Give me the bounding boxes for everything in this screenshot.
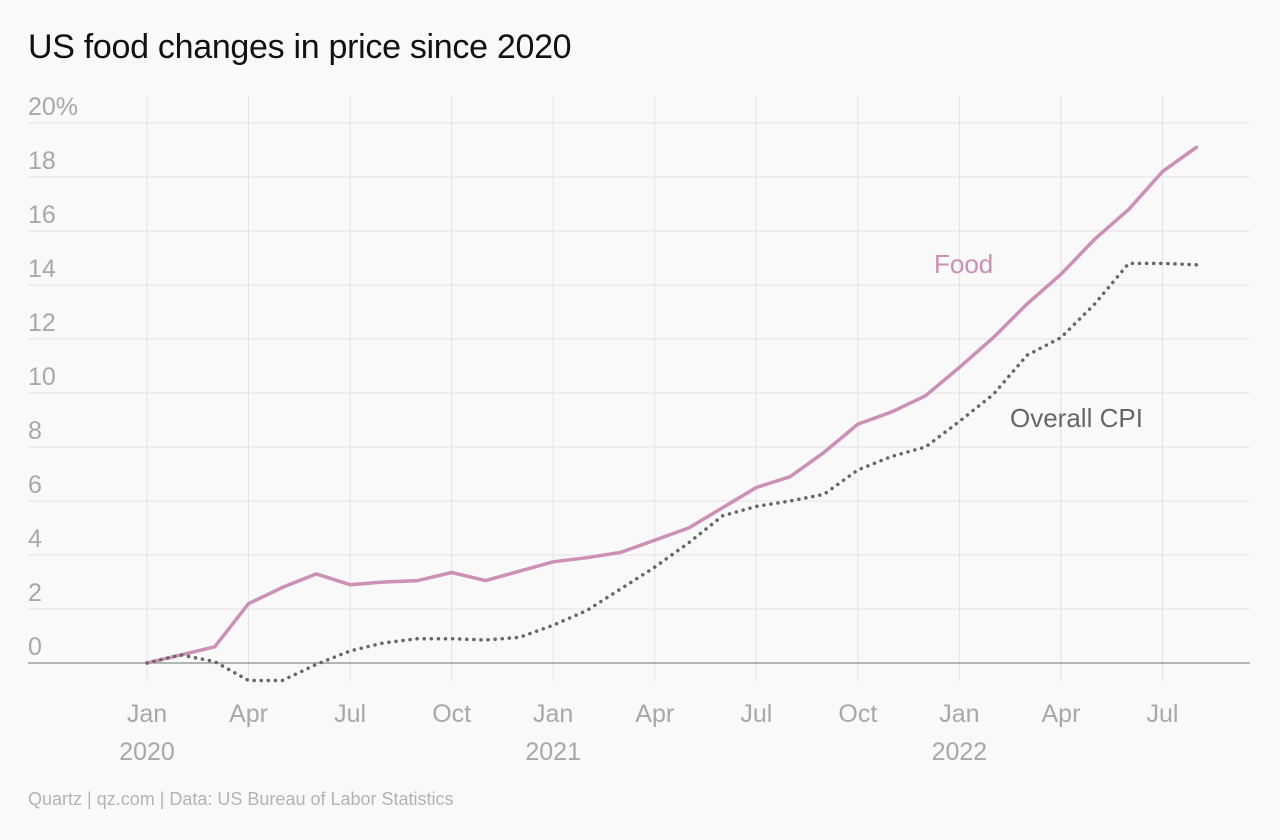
y-tick-label: 4 xyxy=(28,525,42,553)
y-tick-label: 16 xyxy=(28,201,56,229)
x-tick-label: Jan xyxy=(533,700,573,728)
y-tick-label: 6 xyxy=(28,471,42,499)
y-tick-label: 10 xyxy=(28,363,56,391)
x-tick-label: Jul xyxy=(1147,700,1179,728)
x-tick-label: Apr xyxy=(1041,700,1080,728)
y-tick-label: 12 xyxy=(28,309,56,337)
gridlines xyxy=(28,96,1250,681)
y-tick-label: 14 xyxy=(28,255,56,283)
x-tick-label: Jan xyxy=(939,700,979,728)
x-tick-year-label: 2021 xyxy=(525,738,581,766)
y-axis-ticks: 20% 18 16 14 12 10 8 6 4 2 0 xyxy=(28,93,78,661)
x-tick-label: Jul xyxy=(740,700,772,728)
chart-title: US food changes in price since 2020 xyxy=(28,28,572,66)
x-tick-label: Apr xyxy=(229,700,268,728)
series-label-overall-cpi: Overall CPI xyxy=(1010,403,1143,433)
y-tick-label: 8 xyxy=(28,417,42,445)
series-line-overall-cpi xyxy=(145,261,1199,683)
y-tick-label: 18 xyxy=(28,147,56,175)
x-axis-ticks: Jan 2020 Apr Jul Oct Jan 2021 Apr Jul Oct Jan 2022 A… xyxy=(119,700,1178,766)
series-label-food: Food xyxy=(934,249,993,279)
series-lines xyxy=(145,145,1199,683)
x-tick-label: Apr xyxy=(635,700,674,728)
x-tick-label: Oct xyxy=(432,700,471,728)
x-tick-label: Oct xyxy=(838,700,877,728)
x-tick-year-label: 2022 xyxy=(932,738,988,766)
y-tick-label: 20% xyxy=(28,93,78,121)
x-tick-label: Jan xyxy=(127,700,167,728)
series-line-food xyxy=(145,145,1199,665)
y-tick-label: 0 xyxy=(28,633,42,661)
x-tick-year-label: 2020 xyxy=(119,738,175,766)
y-tick-label: 2 xyxy=(28,579,42,607)
source-credit: Quartz | qz.com | Data: US Bureau of Lab… xyxy=(28,789,454,809)
x-tick-label: Jul xyxy=(334,700,366,728)
